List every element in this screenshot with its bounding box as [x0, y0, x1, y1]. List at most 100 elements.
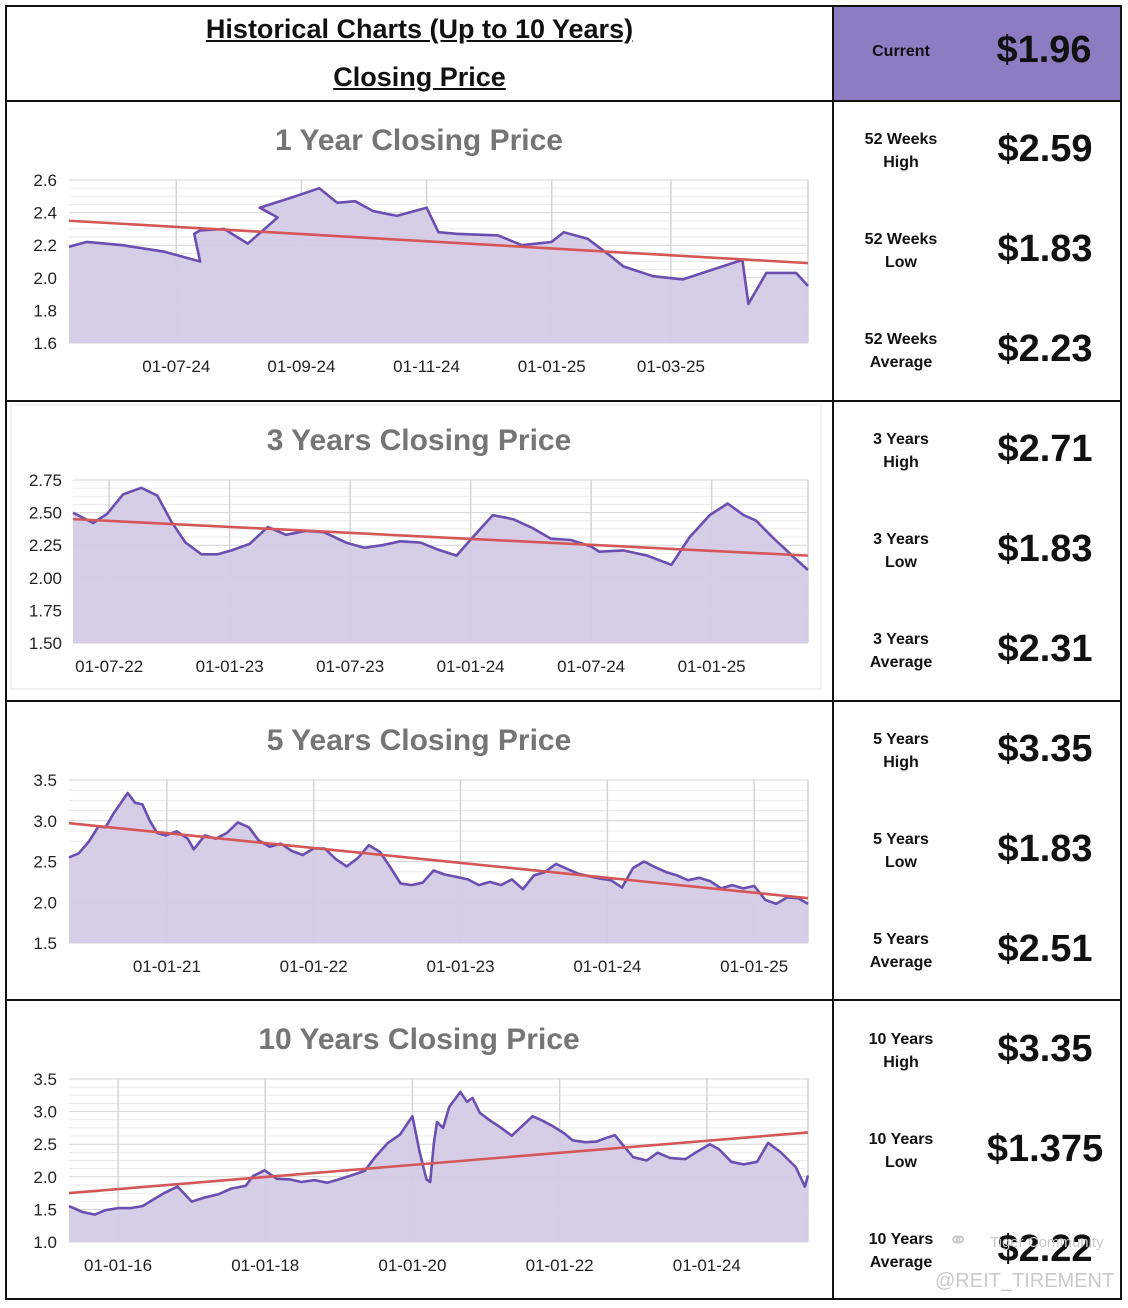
x-tick-label: 01-01-22 [280, 957, 348, 976]
x-tick-label: 01-07-24 [142, 357, 210, 376]
y-tick-label: 1.75 [29, 601, 62, 620]
stat-value-10y-low: $1.375 [986, 1128, 1104, 1170]
series-line [68, 1090, 810, 1216]
stat-label-5y-low: 5 Years Low [873, 831, 929, 871]
stat-label-10y-low: 10 Years Low [868, 1131, 934, 1171]
stat-label-52w-average: 52 Weeks Average [864, 331, 938, 371]
stat-label-10y-high: 10 Years High [868, 1031, 934, 1071]
current-value: $1.96 [996, 29, 1092, 71]
chart-title: 10 Years Closing Price [258, 1023, 579, 1056]
stat-label-52w-high: 52 Weeks High [864, 131, 938, 171]
stat-value-3y-low: $1.83 [997, 528, 1093, 570]
y-tick-label: 3.5 [33, 771, 57, 790]
stat-label-3y-low: 3 Years Low [873, 531, 929, 571]
x-tick-label: 01-01-21 [133, 957, 201, 976]
y-tick-label: 1.0 [33, 1233, 57, 1252]
y-tick-label: 2.0 [33, 893, 57, 912]
x-tick-label: 01-01-23 [196, 657, 264, 676]
stat-value-52w-average: $2.23 [997, 328, 1093, 370]
y-tick-label: 2.0 [33, 1168, 57, 1187]
x-tick-label: 01-09-24 [267, 357, 335, 376]
y-tick-label: 1.5 [33, 934, 57, 953]
x-tick-label: 01-01-25 [720, 957, 788, 976]
x-tick-label: 01-01-25 [678, 657, 746, 676]
series-area [69, 793, 808, 943]
current-price-cell: Current $1.96 [834, 7, 1120, 100]
table-frame [5, 5, 1122, 1300]
y-tick-label: 2.0 [33, 269, 57, 288]
row-divider-header [5, 100, 1122, 102]
trend-line [72, 517, 809, 557]
stat-value-5y-high: $3.35 [997, 728, 1093, 770]
series-line [68, 791, 809, 906]
y-tick-label: 1.6 [33, 334, 57, 353]
y-tick-label: 3.5 [33, 1070, 57, 1089]
x-tick-label: 01-01-20 [378, 1256, 446, 1275]
y-tick-label: 2.25 [29, 536, 62, 555]
y-tick-label: 2.4 [33, 204, 57, 223]
x-tick-label: 01-07-23 [316, 657, 384, 676]
y-tick-label: 2.5 [33, 1135, 57, 1154]
chart-5-years: 5 Years Closing Price 1.5 2.0 2.5 3.0 3.5 01-0… [33, 724, 809, 976]
y-tick-label: 1.5 [33, 1200, 57, 1219]
x-tick-label: 01-11-24 [393, 357, 460, 376]
y-tick-label: 1.8 [33, 301, 57, 320]
x-tick-label: 01-01-24 [437, 657, 505, 676]
x-tick-label: 01-01-23 [426, 957, 494, 976]
series-line [72, 486, 809, 571]
y-tick-label: 3.0 [33, 812, 57, 831]
y-tick-label: 2.6 [33, 171, 57, 190]
stat-value-10y-average: $2.22 [997, 1228, 1093, 1270]
page-subtitle: Closing Price [333, 62, 506, 92]
current-label: Current [872, 43, 930, 60]
x-tick-label: 01-07-22 [75, 657, 143, 676]
watermark-logo-icon: ⚭ [948, 1227, 969, 1254]
stat-label-3y-high: 3 Years High [873, 431, 929, 471]
x-tick-label: 01-01-18 [231, 1256, 299, 1275]
row-divider-1y [5, 400, 1122, 402]
chart-10-years: 10 Years Closing Price 1.0 1.5 2.0 2.5 3.0 3.5… [33, 1023, 810, 1275]
chart-title: 3 Years Closing Price [267, 424, 572, 457]
header-title-cell: Historical Charts (Up to 10 Years) Closi… [7, 7, 832, 100]
watermark-handle: @REIT_TIREMENT [935, 1270, 1115, 1292]
chart-title: 5 Years Closing Price [267, 724, 572, 757]
stat-label-5y-average: 5 Years Average [869, 931, 933, 971]
y-tick-label: 3.0 [33, 1103, 57, 1122]
y-tick-label: 2.2 [33, 236, 57, 255]
y-tick-label: 2.00 [29, 569, 62, 588]
row-divider-3y [5, 700, 1122, 702]
stat-value-10y-high: $3.35 [997, 1028, 1093, 1070]
stat-value-52w-low: $1.83 [997, 228, 1093, 270]
stat-label-3y-average: 3 Years Average [869, 631, 933, 671]
chart-3-years: 3 Years Closing Price 1.50 1.75 2.00 2.25 2.5… [10, 404, 822, 690]
x-tick-label: 01-01-24 [673, 1256, 741, 1275]
series-line [68, 186, 809, 306]
trend-line [68, 1131, 809, 1195]
x-tick-label: 01-01-25 [518, 357, 586, 376]
y-tick-label: 2.50 [29, 504, 62, 523]
trend-line [68, 219, 809, 265]
stat-label-52w-low: 52 Weeks Low [864, 231, 938, 271]
watermark-brand: Tiger Community [990, 1234, 1104, 1251]
y-tick-label: 2.5 [33, 853, 57, 872]
series-area [69, 188, 808, 343]
stat-value-5y-average: $2.51 [997, 928, 1093, 970]
x-tick-label: 01-01-24 [573, 957, 641, 976]
stat-value-52w-high: $2.59 [997, 128, 1093, 170]
stat-value-5y-low: $1.83 [997, 828, 1093, 870]
trend-line [68, 821, 809, 900]
x-tick-label: 01-07-24 [557, 657, 625, 676]
stat-label-5y-high: 5 Years High [873, 731, 929, 771]
chart-title: 1 Year Closing Price [275, 124, 563, 157]
y-tick-label: 1.50 [29, 634, 62, 653]
chart-1-year: 1 Year Closing Price 1.6 1.8 2.0 2.2 2.4 2.6 01… [33, 124, 809, 376]
x-tick-label: 01-01-16 [84, 1256, 152, 1275]
page-title: Historical Charts (Up to 10 Years) [205, 14, 634, 44]
stat-label-10y-average: 10 Years Average [868, 1231, 934, 1271]
series-area [69, 1092, 808, 1242]
stat-value-3y-average: $2.31 [997, 628, 1093, 670]
column-divider [832, 5, 834, 1300]
chart-border [10, 404, 822, 690]
stat-value-3y-high: $2.71 [997, 428, 1093, 470]
x-tick-label: 01-03-25 [637, 357, 705, 376]
